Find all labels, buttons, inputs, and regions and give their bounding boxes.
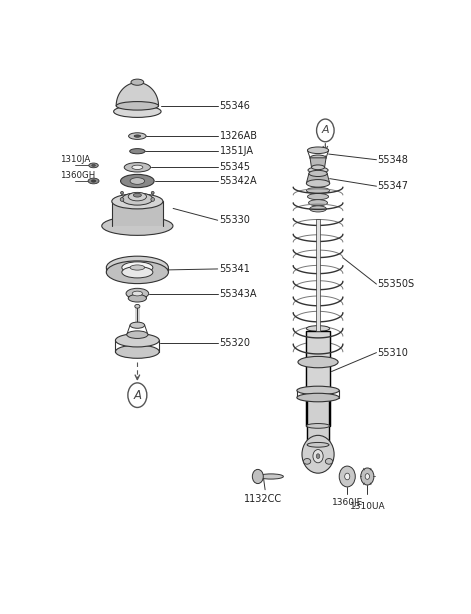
Ellipse shape <box>116 101 159 110</box>
Ellipse shape <box>128 295 146 302</box>
Ellipse shape <box>130 149 145 154</box>
Ellipse shape <box>130 322 145 328</box>
Text: A: A <box>133 389 141 402</box>
Ellipse shape <box>302 435 334 473</box>
FancyBboxPatch shape <box>316 219 320 332</box>
Ellipse shape <box>151 192 154 194</box>
Circle shape <box>345 473 350 480</box>
Polygon shape <box>112 201 163 226</box>
Circle shape <box>339 466 355 487</box>
Ellipse shape <box>115 345 159 359</box>
Ellipse shape <box>122 193 153 205</box>
Ellipse shape <box>127 331 148 338</box>
Ellipse shape <box>88 178 99 184</box>
Polygon shape <box>310 158 326 167</box>
Ellipse shape <box>297 386 339 395</box>
Text: 1360GH: 1360GH <box>60 171 96 179</box>
Ellipse shape <box>92 165 95 166</box>
Circle shape <box>313 449 323 463</box>
Ellipse shape <box>130 265 145 270</box>
Ellipse shape <box>122 262 153 273</box>
Ellipse shape <box>114 106 161 117</box>
Polygon shape <box>306 173 330 184</box>
FancyBboxPatch shape <box>307 397 329 445</box>
Text: 55347: 55347 <box>377 181 408 191</box>
Ellipse shape <box>134 135 141 138</box>
Ellipse shape <box>325 459 333 464</box>
Text: 55330: 55330 <box>219 216 251 225</box>
Ellipse shape <box>106 256 169 279</box>
Ellipse shape <box>259 474 284 479</box>
Ellipse shape <box>309 170 327 176</box>
Text: 55350S: 55350S <box>377 279 414 289</box>
Ellipse shape <box>126 289 149 299</box>
Ellipse shape <box>121 174 154 188</box>
Ellipse shape <box>121 192 123 194</box>
Ellipse shape <box>307 443 329 447</box>
Text: 1360JE: 1360JE <box>332 498 363 507</box>
Ellipse shape <box>130 177 145 184</box>
Text: 55343A: 55343A <box>219 289 257 300</box>
Ellipse shape <box>311 165 325 169</box>
Text: 1132CC: 1132CC <box>244 494 282 503</box>
Text: 55342A: 55342A <box>219 176 257 186</box>
Ellipse shape <box>306 179 330 187</box>
Ellipse shape <box>120 198 124 201</box>
Ellipse shape <box>106 261 169 284</box>
Text: 1310JA: 1310JA <box>60 155 90 164</box>
Ellipse shape <box>102 217 173 235</box>
Ellipse shape <box>112 194 163 209</box>
Ellipse shape <box>298 356 338 368</box>
Circle shape <box>365 473 370 480</box>
Ellipse shape <box>297 394 339 402</box>
Ellipse shape <box>122 266 153 278</box>
Text: A: A <box>322 125 329 136</box>
Text: 55345: 55345 <box>219 162 251 173</box>
Ellipse shape <box>135 305 140 308</box>
Ellipse shape <box>303 459 311 464</box>
Circle shape <box>316 454 320 459</box>
Text: 55348: 55348 <box>377 155 408 165</box>
Ellipse shape <box>306 424 330 429</box>
Ellipse shape <box>91 180 96 182</box>
Text: 55310: 55310 <box>377 348 408 357</box>
Ellipse shape <box>306 325 330 332</box>
Circle shape <box>361 468 374 485</box>
Ellipse shape <box>309 200 327 206</box>
Ellipse shape <box>133 193 141 197</box>
Text: 1310UA: 1310UA <box>349 502 385 511</box>
Ellipse shape <box>89 163 98 168</box>
Ellipse shape <box>308 147 329 154</box>
Ellipse shape <box>124 163 151 172</box>
Ellipse shape <box>132 165 143 169</box>
Text: 55320: 55320 <box>219 338 251 348</box>
Ellipse shape <box>306 187 330 193</box>
Ellipse shape <box>309 206 326 212</box>
Text: 55346: 55346 <box>219 101 251 111</box>
Ellipse shape <box>310 155 326 161</box>
Ellipse shape <box>129 133 146 139</box>
FancyBboxPatch shape <box>306 332 330 426</box>
Circle shape <box>252 469 263 484</box>
Ellipse shape <box>131 79 144 85</box>
Ellipse shape <box>132 291 142 296</box>
Ellipse shape <box>308 193 329 200</box>
Polygon shape <box>116 82 159 106</box>
Text: 1326AB: 1326AB <box>219 131 258 141</box>
Ellipse shape <box>115 333 159 347</box>
Text: 1351JA: 1351JA <box>219 146 253 156</box>
Ellipse shape <box>128 192 146 201</box>
Ellipse shape <box>308 167 328 173</box>
Text: 55341: 55341 <box>219 264 251 274</box>
Ellipse shape <box>151 198 154 201</box>
